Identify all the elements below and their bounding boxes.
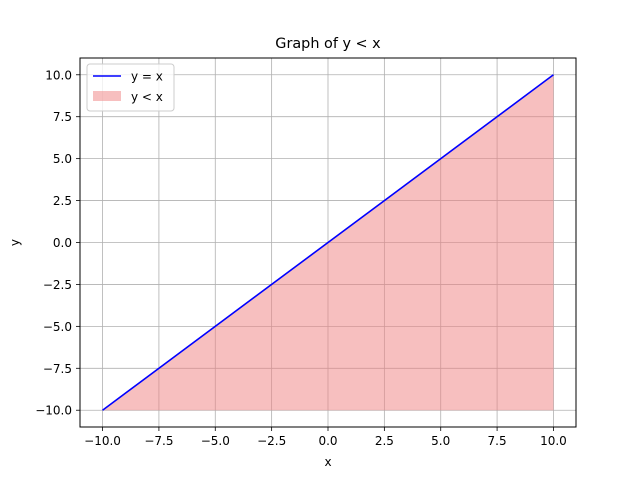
x-tick-label-4: 0.0 [318, 434, 337, 448]
x-tick-label-3: −2.5 [257, 434, 286, 448]
y-tick-label-1: −7.5 [43, 362, 72, 376]
x-tick-label-5: 2.5 [375, 434, 394, 448]
x-tick-label-7: 7.5 [488, 434, 507, 448]
x-tick-label-2: −5.0 [201, 434, 230, 448]
y-axis-ticks: −10.0 −7.5 −5.0 −2.5 0.0 2.5 5.0 7.5 10.0 [35, 68, 80, 418]
x-axis-ticks: −10.0 −7.5 −5.0 −2.5 0.0 2.5 5.0 7.5 10.0 [84, 427, 567, 448]
legend-entry-fill: y < x [131, 90, 163, 104]
line-series-y-eq-x [102, 74, 554, 411]
x-tick-label-8: 10.0 [540, 434, 567, 448]
y-tick-label-8: 10.0 [45, 68, 72, 82]
legend-fill-swatch [93, 91, 121, 101]
x-tick-label-1: −7.5 [144, 434, 173, 448]
y-tick-label-6: 5.0 [53, 152, 72, 166]
y-tick-label-7: 7.5 [53, 110, 72, 124]
y-axis-label: y [8, 239, 22, 246]
y-tick-label-4: 0.0 [53, 236, 72, 250]
x-tick-label-0: −10.0 [84, 434, 121, 448]
y-tick-label-5: 2.5 [53, 194, 72, 208]
legend: y = x y < x [86, 63, 175, 112]
chart-title: Graph of y < x [275, 36, 381, 52]
y-tick-label-0: −10.0 [35, 404, 72, 418]
y-tick-label-2: −5.0 [43, 320, 72, 334]
y-tick-label-3: −2.5 [43, 278, 72, 292]
legend-entry-line: y = x [131, 70, 163, 84]
line-layer [102, 74, 554, 411]
x-tick-label-6: 5.0 [431, 434, 450, 448]
x-axis-label: x [324, 455, 331, 469]
